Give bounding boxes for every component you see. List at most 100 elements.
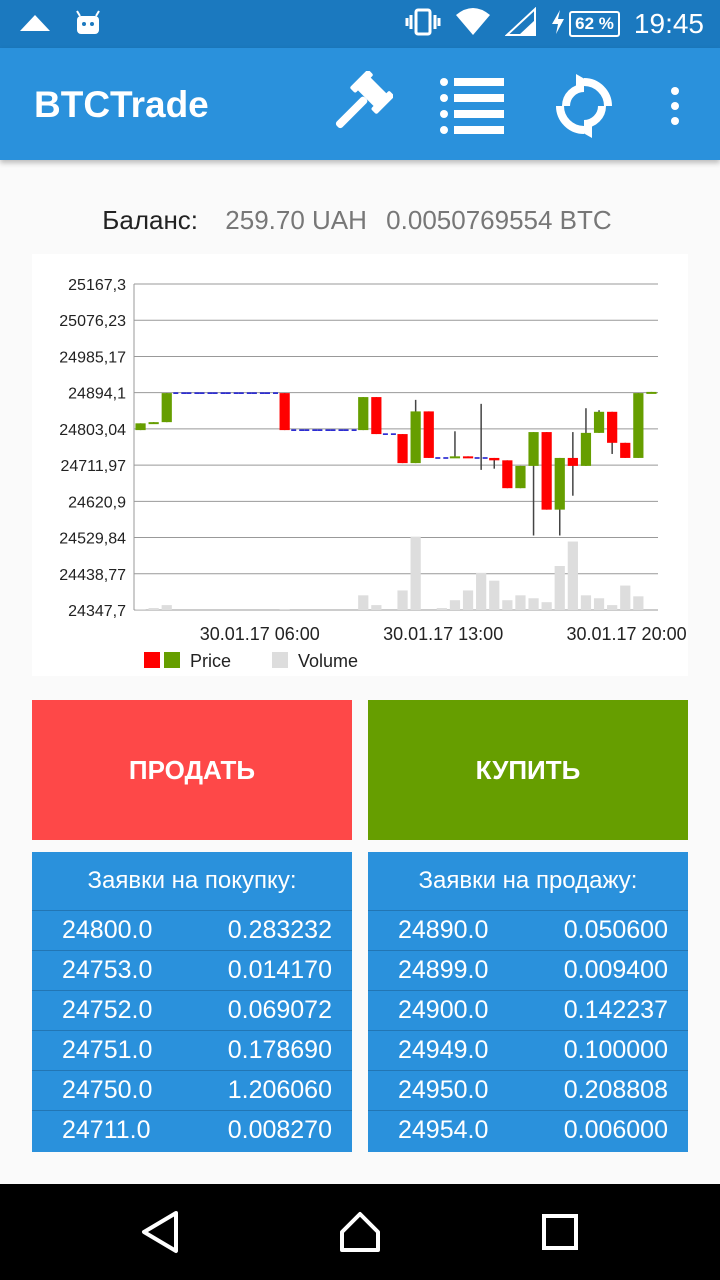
bid-amount: 0.178690 — [227, 1036, 332, 1064]
volume-bar — [397, 590, 408, 610]
battery-percent: 62 % — [569, 11, 620, 37]
candle-down — [541, 432, 552, 510]
y-tick-label: 24438,77 — [59, 567, 126, 584]
gavel-icon[interactable] — [322, 70, 394, 142]
candle-up — [515, 465, 526, 489]
ask-row[interactable]: 24950.0 0.208808 — [368, 1070, 688, 1110]
bid-row[interactable]: 24753.0 0.014170 — [32, 950, 352, 990]
volume-bar — [541, 602, 552, 610]
price-chart[interactable]: 25167,3 25076,23 24985,17 24894,1 24803,04 24… — [32, 254, 688, 676]
legend-swatch — [272, 652, 288, 668]
volume-bar — [449, 600, 461, 610]
buy-button[interactable]: КУПИТЬ — [368, 700, 688, 840]
ask-price: 24954.0 — [398, 1116, 489, 1144]
volume-bar — [633, 596, 644, 610]
battery-indicator: 62 % — [551, 9, 620, 39]
asks-order-book: Заявки на продажу: 24890.0 0.050600 24899… — [368, 852, 688, 1152]
candle-down — [397, 434, 408, 464]
bid-amount: 0.014170 — [227, 956, 332, 984]
candle-up — [580, 432, 592, 466]
navigation-bar — [0, 1184, 720, 1280]
bid-row[interactable]: 24711.0 0.008270 — [32, 1110, 352, 1150]
refresh-icon[interactable] — [548, 70, 620, 142]
ask-row[interactable]: 24900.0 0.142237 — [368, 990, 688, 1030]
ask-amount: 0.006000 — [563, 1116, 668, 1144]
bid-amount: 0.069072 — [227, 996, 332, 1024]
candle-up — [633, 393, 644, 458]
balance-btc: 0.0050769554 BTC — [386, 205, 612, 235]
home-icon[interactable] — [326, 1198, 394, 1266]
x-tick-label: 30.01.17 13:00 — [383, 624, 503, 644]
android-icon — [74, 10, 102, 40]
sell-button[interactable]: ПРОДАТЬ — [32, 700, 352, 840]
volume-bar — [515, 595, 526, 610]
bid-row[interactable]: 24751.0 0.178690 — [32, 1030, 352, 1070]
legend-swatch — [164, 652, 180, 668]
candle-up — [554, 457, 565, 510]
candle-down — [423, 411, 434, 458]
legend-label: Volume — [298, 651, 358, 671]
bid-row[interactable]: 24750.0 1.206060 — [32, 1070, 352, 1110]
y-tick-label: 24529,84 — [59, 531, 126, 548]
candle-down — [620, 442, 631, 458]
chart-svg: 25167,3 25076,23 24985,17 24894,1 24803,04 24… — [59, 277, 686, 671]
volume-bar — [528, 598, 539, 610]
volume-bar — [580, 595, 592, 610]
ask-row[interactable]: 24899.0 0.009400 — [368, 950, 688, 990]
candle-up — [161, 393, 172, 423]
volume-bar — [593, 598, 605, 610]
ask-price: 24950.0 — [398, 1076, 489, 1104]
bid-amount: 0.008270 — [227, 1116, 332, 1144]
back-icon[interactable] — [126, 1198, 194, 1266]
x-tick-label: 30.01.17 20:00 — [566, 624, 686, 644]
signal-icon — [504, 6, 537, 41]
y-tick-label: 24711,97 — [60, 458, 126, 475]
ask-amount: 0.009400 — [563, 956, 668, 984]
candle-down — [502, 460, 513, 489]
balance-label: Баланс: — [102, 205, 199, 235]
bid-price: 24800.0 — [62, 916, 153, 944]
app-bar: BTCTrade — [0, 48, 720, 160]
candle-up — [528, 432, 539, 466]
volume-bar — [358, 595, 369, 610]
ask-amount: 0.142237 — [563, 996, 668, 1024]
candle-down — [279, 393, 290, 431]
vibrate-icon — [405, 7, 441, 41]
candle-up — [135, 423, 146, 431]
clock: 19:45 — [633, 8, 704, 39]
bid-row[interactable]: 24752.0 0.069072 — [32, 990, 352, 1030]
candle-up — [148, 422, 159, 425]
volume-bar — [161, 605, 172, 610]
x-tick-label: 30.01.17 06:00 — [200, 624, 320, 644]
legend-swatch — [144, 652, 160, 668]
candle-up — [646, 391, 657, 394]
notification-icon — [18, 11, 52, 39]
bid-price: 24752.0 — [62, 996, 153, 1024]
bid-amount: 0.283232 — [227, 916, 332, 944]
y-tick-label: 24985,17 — [59, 349, 126, 366]
volume-bar — [620, 585, 631, 610]
volume-bar — [476, 572, 487, 610]
candle-up — [449, 456, 461, 459]
volume-bar — [410, 536, 421, 610]
ask-amount: 0.050600 — [563, 916, 668, 944]
bid-price: 24750.0 — [62, 1076, 153, 1104]
volume-bar — [135, 609, 146, 610]
volume-bar — [462, 590, 474, 610]
balance-uah: 259.70 UAH — [225, 205, 367, 235]
ask-price: 24890.0 — [398, 916, 489, 944]
y-tick-label: 24620,9 — [68, 494, 126, 511]
status-bar: 62 % 19:45 — [0, 0, 720, 48]
bid-price: 24751.0 — [62, 1036, 153, 1064]
ask-row[interactable]: 24890.0 0.050600 — [368, 910, 688, 950]
more-vert-icon[interactable] — [640, 70, 710, 142]
ask-row[interactable]: 24949.0 0.100000 — [368, 1030, 688, 1070]
volume-bar — [148, 608, 159, 610]
y-tick-label: 24803,04 — [59, 422, 126, 439]
recents-icon[interactable] — [526, 1198, 594, 1266]
bid-row[interactable]: 24800.0 0.283232 — [32, 910, 352, 950]
candle-down — [489, 457, 500, 461]
bids-title: Заявки на покупку: — [87, 867, 297, 894]
list-icon[interactable] — [436, 70, 508, 142]
ask-row[interactable]: 24954.0 0.006000 — [368, 1110, 688, 1150]
